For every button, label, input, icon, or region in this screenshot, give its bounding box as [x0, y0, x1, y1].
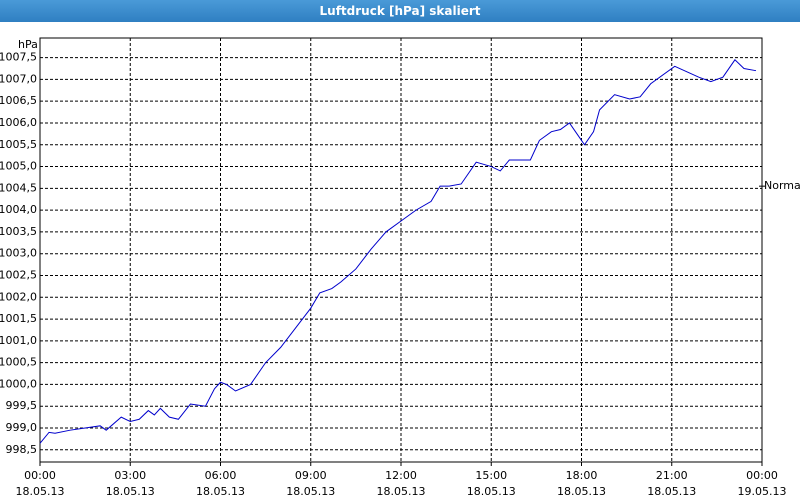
y-tick-label: 1000,0 [0, 377, 37, 390]
y-tick-label: 1004,0 [0, 203, 37, 216]
x-tick-date: 18.05.13 [196, 485, 245, 498]
y-tick-label: 999,5 [6, 399, 38, 412]
x-tick-label: 18:00 [566, 469, 598, 482]
x-tick-label: 00:00 [746, 469, 778, 482]
y-tick-label: 1005,0 [0, 160, 37, 173]
line-series [39, 59, 757, 444]
y-tick-label: 999,0 [6, 421, 38, 434]
y-tick-label: 1006,5 [0, 94, 37, 107]
x-tick-date: 18.05.13 [106, 485, 155, 498]
title-bar: Luftdruck [hPa] skaliert [0, 0, 800, 22]
x-tick-date: 18.05.13 [377, 485, 426, 498]
x-tick-label: 12:00 [385, 469, 417, 482]
x-tick-label: 15:00 [475, 469, 507, 482]
annotation: Normal [764, 179, 800, 192]
chart: hPa 998,5 999,0 999,5 1000,0 1000,5 1001,0 100… [0, 37, 800, 498]
x-tick-date: 18.05.13 [286, 485, 335, 498]
x-tick-label: 03:00 [114, 469, 146, 482]
y-tick-label: 1001,5 [0, 312, 37, 325]
x-tick-date: 18.05.13 [467, 485, 516, 498]
x-tick-label: 06:00 [205, 469, 237, 482]
x-tick-label: 09:00 [295, 469, 327, 482]
y-tick-label: 1000,5 [0, 356, 37, 369]
y-tick-label: 1007,5 [0, 51, 37, 64]
y-tick-label: 1005,5 [0, 138, 37, 151]
x-tick-label: 21:00 [656, 469, 688, 482]
y-tick-label: 1004,5 [0, 181, 37, 194]
x-tick-date: 18.05.13 [16, 485, 65, 498]
y-tick-label: 1003,0 [0, 247, 37, 260]
y-tick-label: 1002,0 [0, 290, 37, 303]
y-tick-label: 1007,0 [0, 72, 37, 85]
x-tick-date: 18.05.13 [647, 485, 696, 498]
y-axis-label: hPa [18, 38, 38, 51]
y-tick-label: 1003,5 [0, 225, 37, 238]
y-tick-label: 998,5 [6, 443, 38, 456]
y-tick-label: 1001,0 [0, 334, 37, 347]
y-tick-label: 1002,5 [0, 268, 37, 281]
x-tick-date: 19.05.13 [738, 485, 787, 498]
y-tick-label: 1006,0 [0, 116, 37, 129]
x-tick-date: 18.05.13 [557, 485, 606, 498]
x-tick-label: 00:00 [24, 469, 56, 482]
